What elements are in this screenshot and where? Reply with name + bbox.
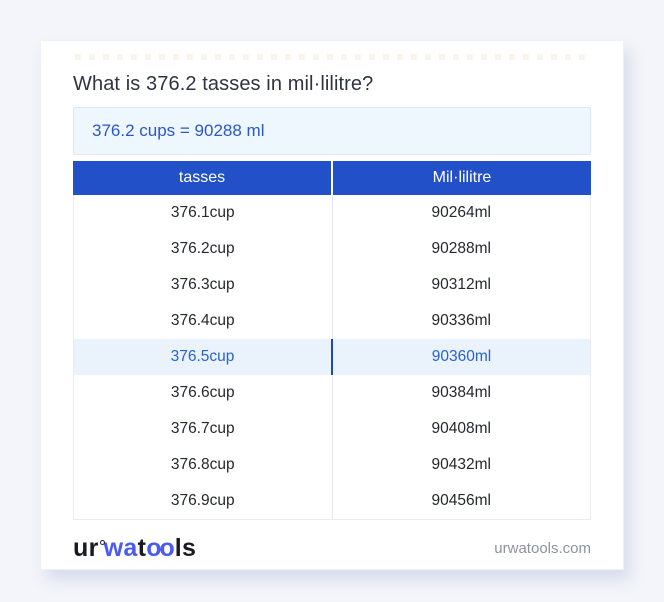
card-footer: ur watools urwatools.com — [73, 526, 591, 570]
logo-text-ur: ur — [73, 533, 99, 562]
cell-cup-value: 376.8cup — [74, 447, 333, 483]
cell-ml-value: 90360ml — [431, 348, 492, 365]
conversion-result-text: 376.2 cups = 90288 ml — [92, 121, 265, 140]
cell-cup-value: 376.3cup — [74, 267, 333, 303]
cell-ml-value: 90336ml — [431, 312, 491, 329]
logo-text-t: t — [137, 533, 147, 562]
page-title: What is 376.2 tasses in mil·lilitre? — [73, 73, 374, 95]
decorative-dashes — [75, 54, 589, 60]
table-row-highlighted[interactable]: 376.5cup 90360ml — [74, 339, 590, 375]
cell-cup-value: 376.1cup — [74, 195, 333, 231]
table-row[interactable]: 376.7cup 90408ml — [74, 411, 590, 447]
cell-ml-value: 90312ml — [431, 276, 491, 293]
cell-ml-value: 90408ml — [431, 420, 491, 437]
cell-cup-value: 376.4cup — [74, 303, 333, 339]
site-domain-text: urwatools.com — [494, 539, 591, 557]
table-row[interactable]: 376.6cup 90384ml — [74, 375, 590, 411]
table-row[interactable]: 376.8cup 90432ml — [74, 447, 590, 483]
urwatools-logo[interactable]: ur watools — [73, 534, 196, 563]
table-header-millilitre: Mil·lilitre — [432, 169, 492, 186]
cell-ml-value: 90432ml — [431, 456, 491, 473]
table-row[interactable]: 376.1cup 90264ml — [74, 195, 590, 231]
table-row[interactable]: 376.9cup 90456ml — [74, 483, 590, 519]
table-header-row: tasses Mil·lilitre — [73, 161, 591, 195]
converter-card: What is 376.2 tasses in mil·lilitre? 376… — [40, 40, 624, 570]
cell-cup-value: 376.7cup — [74, 411, 333, 447]
table-body: 376.1cup 90264ml 376.2cup 90288ml 376.3c… — [73, 195, 591, 520]
cell-ml-value: 90288ml — [431, 240, 491, 257]
cell-cup-value: 376.2cup — [74, 231, 333, 267]
conversion-result-box: 376.2 cups = 90288 ml — [73, 107, 591, 155]
cell-cup-value: 376.5cup — [74, 339, 333, 375]
cell-cup-value: 376.9cup — [74, 483, 333, 519]
cell-ml-value: 90384ml — [431, 384, 491, 401]
conversion-table: tasses Mil·lilitre 376.1cup 90264ml 376.… — [73, 161, 591, 520]
table-row[interactable]: 376.3cup 90312ml — [74, 267, 590, 303]
table-row[interactable]: 376.4cup 90336ml — [74, 303, 590, 339]
cell-ml-value: 90264ml — [431, 204, 491, 221]
table-header-tasses: tasses — [73, 161, 333, 195]
logo-text-oo: oo — [146, 533, 175, 562]
table-row[interactable]: 376.2cup 90288ml — [74, 231, 590, 267]
cell-cup-value: 376.6cup — [74, 375, 333, 411]
logo-text-wa: wa — [103, 533, 138, 562]
logo-ring-icon — [99, 539, 105, 545]
cell-ml-value: 90456ml — [431, 492, 491, 509]
logo-text-ls: ls — [174, 533, 197, 562]
